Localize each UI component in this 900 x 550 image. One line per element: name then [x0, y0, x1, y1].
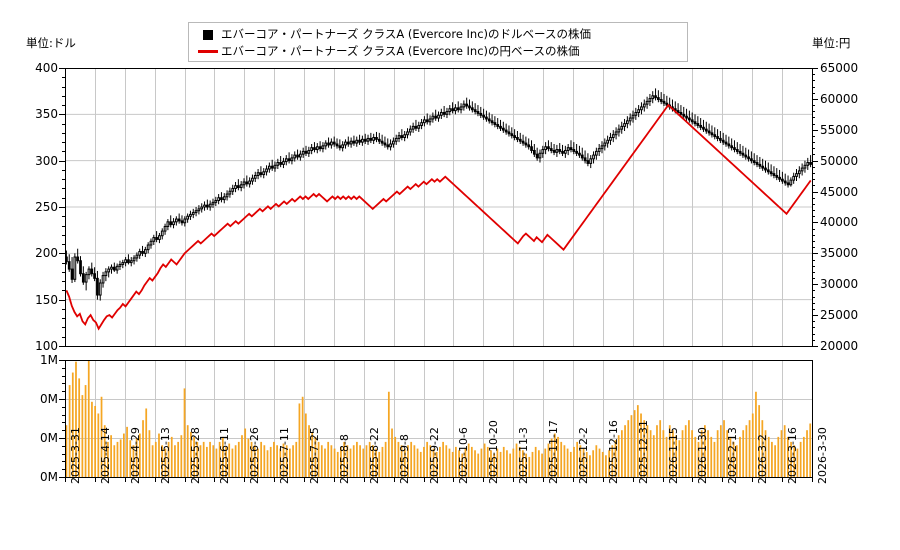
date-tick: 2025-4-29	[128, 427, 142, 484]
price-right-tick: 65000	[820, 61, 859, 75]
date-tick: 2026-3-2	[756, 434, 770, 484]
chart-legend: エバーコア・パートナーズ クラスA (Evercore Inc)のドルベースの株…	[188, 22, 688, 62]
price-right-tick: 30000	[820, 277, 859, 292]
price-right-tick: 55000	[820, 122, 859, 137]
date-tick: 2025-7-11	[278, 427, 292, 484]
date-tick: 2025-5-28	[188, 427, 202, 484]
price-left-tick: 100	[35, 339, 58, 353]
date-tick: 2025-5-13	[158, 427, 172, 484]
date-tick: 2025-12-2	[576, 427, 590, 484]
price-right-tick: 45000	[820, 184, 859, 199]
legend-label-jpy: エバーコア・パートナーズ クラスA (Evercore Inc)の円ベースの株価	[221, 44, 580, 58]
price-right-tick: 40000	[820, 215, 859, 230]
date-tick: 2025-8-22	[367, 427, 381, 484]
date-tick: 2025-6-11	[218, 427, 232, 484]
volume-tick: 0M	[40, 470, 58, 484]
volume-tick: 1M	[40, 353, 58, 367]
date-tick: 2026-1-30	[696, 427, 710, 484]
price-right-tick: 60000	[820, 91, 859, 106]
date-tick: 2026-3-16	[786, 427, 800, 484]
date-tick: 2025-11-17	[547, 420, 561, 484]
price-right-tick: 35000	[820, 246, 859, 261]
price-right-tick: 25000	[820, 308, 859, 323]
date-tick: 2026-2-13	[726, 427, 740, 484]
date-tick: 2025-9-22	[427, 427, 441, 484]
price-left-tick: 200	[35, 246, 58, 261]
price-left-tick: 250	[35, 200, 58, 214]
date-tick: 2025-6-26	[248, 427, 262, 484]
left-axis-unit-label: 単位:ドル	[26, 36, 76, 50]
price-right-tick: 20000	[820, 339, 859, 353]
black-square-icon	[195, 29, 221, 40]
date-tick: 2025-4-14	[98, 427, 112, 484]
price-left-tick: 350	[35, 107, 58, 122]
volume-tick: 0M	[40, 392, 58, 406]
date-tick: 2026-1-15	[666, 427, 680, 484]
date-tick: 2026-3-30	[816, 427, 829, 484]
price-left-tick: 400	[35, 61, 58, 75]
date-tick: 2025-9-8	[397, 434, 411, 484]
red-line-icon	[195, 50, 221, 53]
price-right-tick: 50000	[820, 153, 859, 168]
right-axis-unit-label: 単位:円	[812, 36, 851, 50]
date-tick: 2025-8-8	[337, 434, 351, 484]
legend-entry-jpy: エバーコア・パートナーズ クラスA (Evercore Inc)の円ベースの株価	[195, 43, 681, 60]
price-left-tick: 300	[35, 153, 58, 168]
price-left-tick: 150	[35, 292, 58, 307]
date-tick: 2025-10-20	[487, 420, 501, 484]
legend-entry-usd: エバーコア・パートナーズ クラスA (Evercore Inc)のドルベースの株…	[195, 26, 681, 43]
legend-label-usd: エバーコア・パートナーズ クラスA (Evercore Inc)のドルベースの株…	[221, 27, 591, 41]
date-tick: 2025-12-31	[636, 420, 650, 484]
date-tick: 2025-10-6	[457, 427, 471, 484]
date-tick: 2025-11-3	[517, 427, 531, 484]
date-tick: 2025-7-25	[308, 427, 322, 484]
date-tick: 2025-12-16	[606, 420, 620, 484]
date-tick: 2025-3-31	[69, 427, 82, 484]
volume-tick: 0M	[40, 431, 58, 445]
